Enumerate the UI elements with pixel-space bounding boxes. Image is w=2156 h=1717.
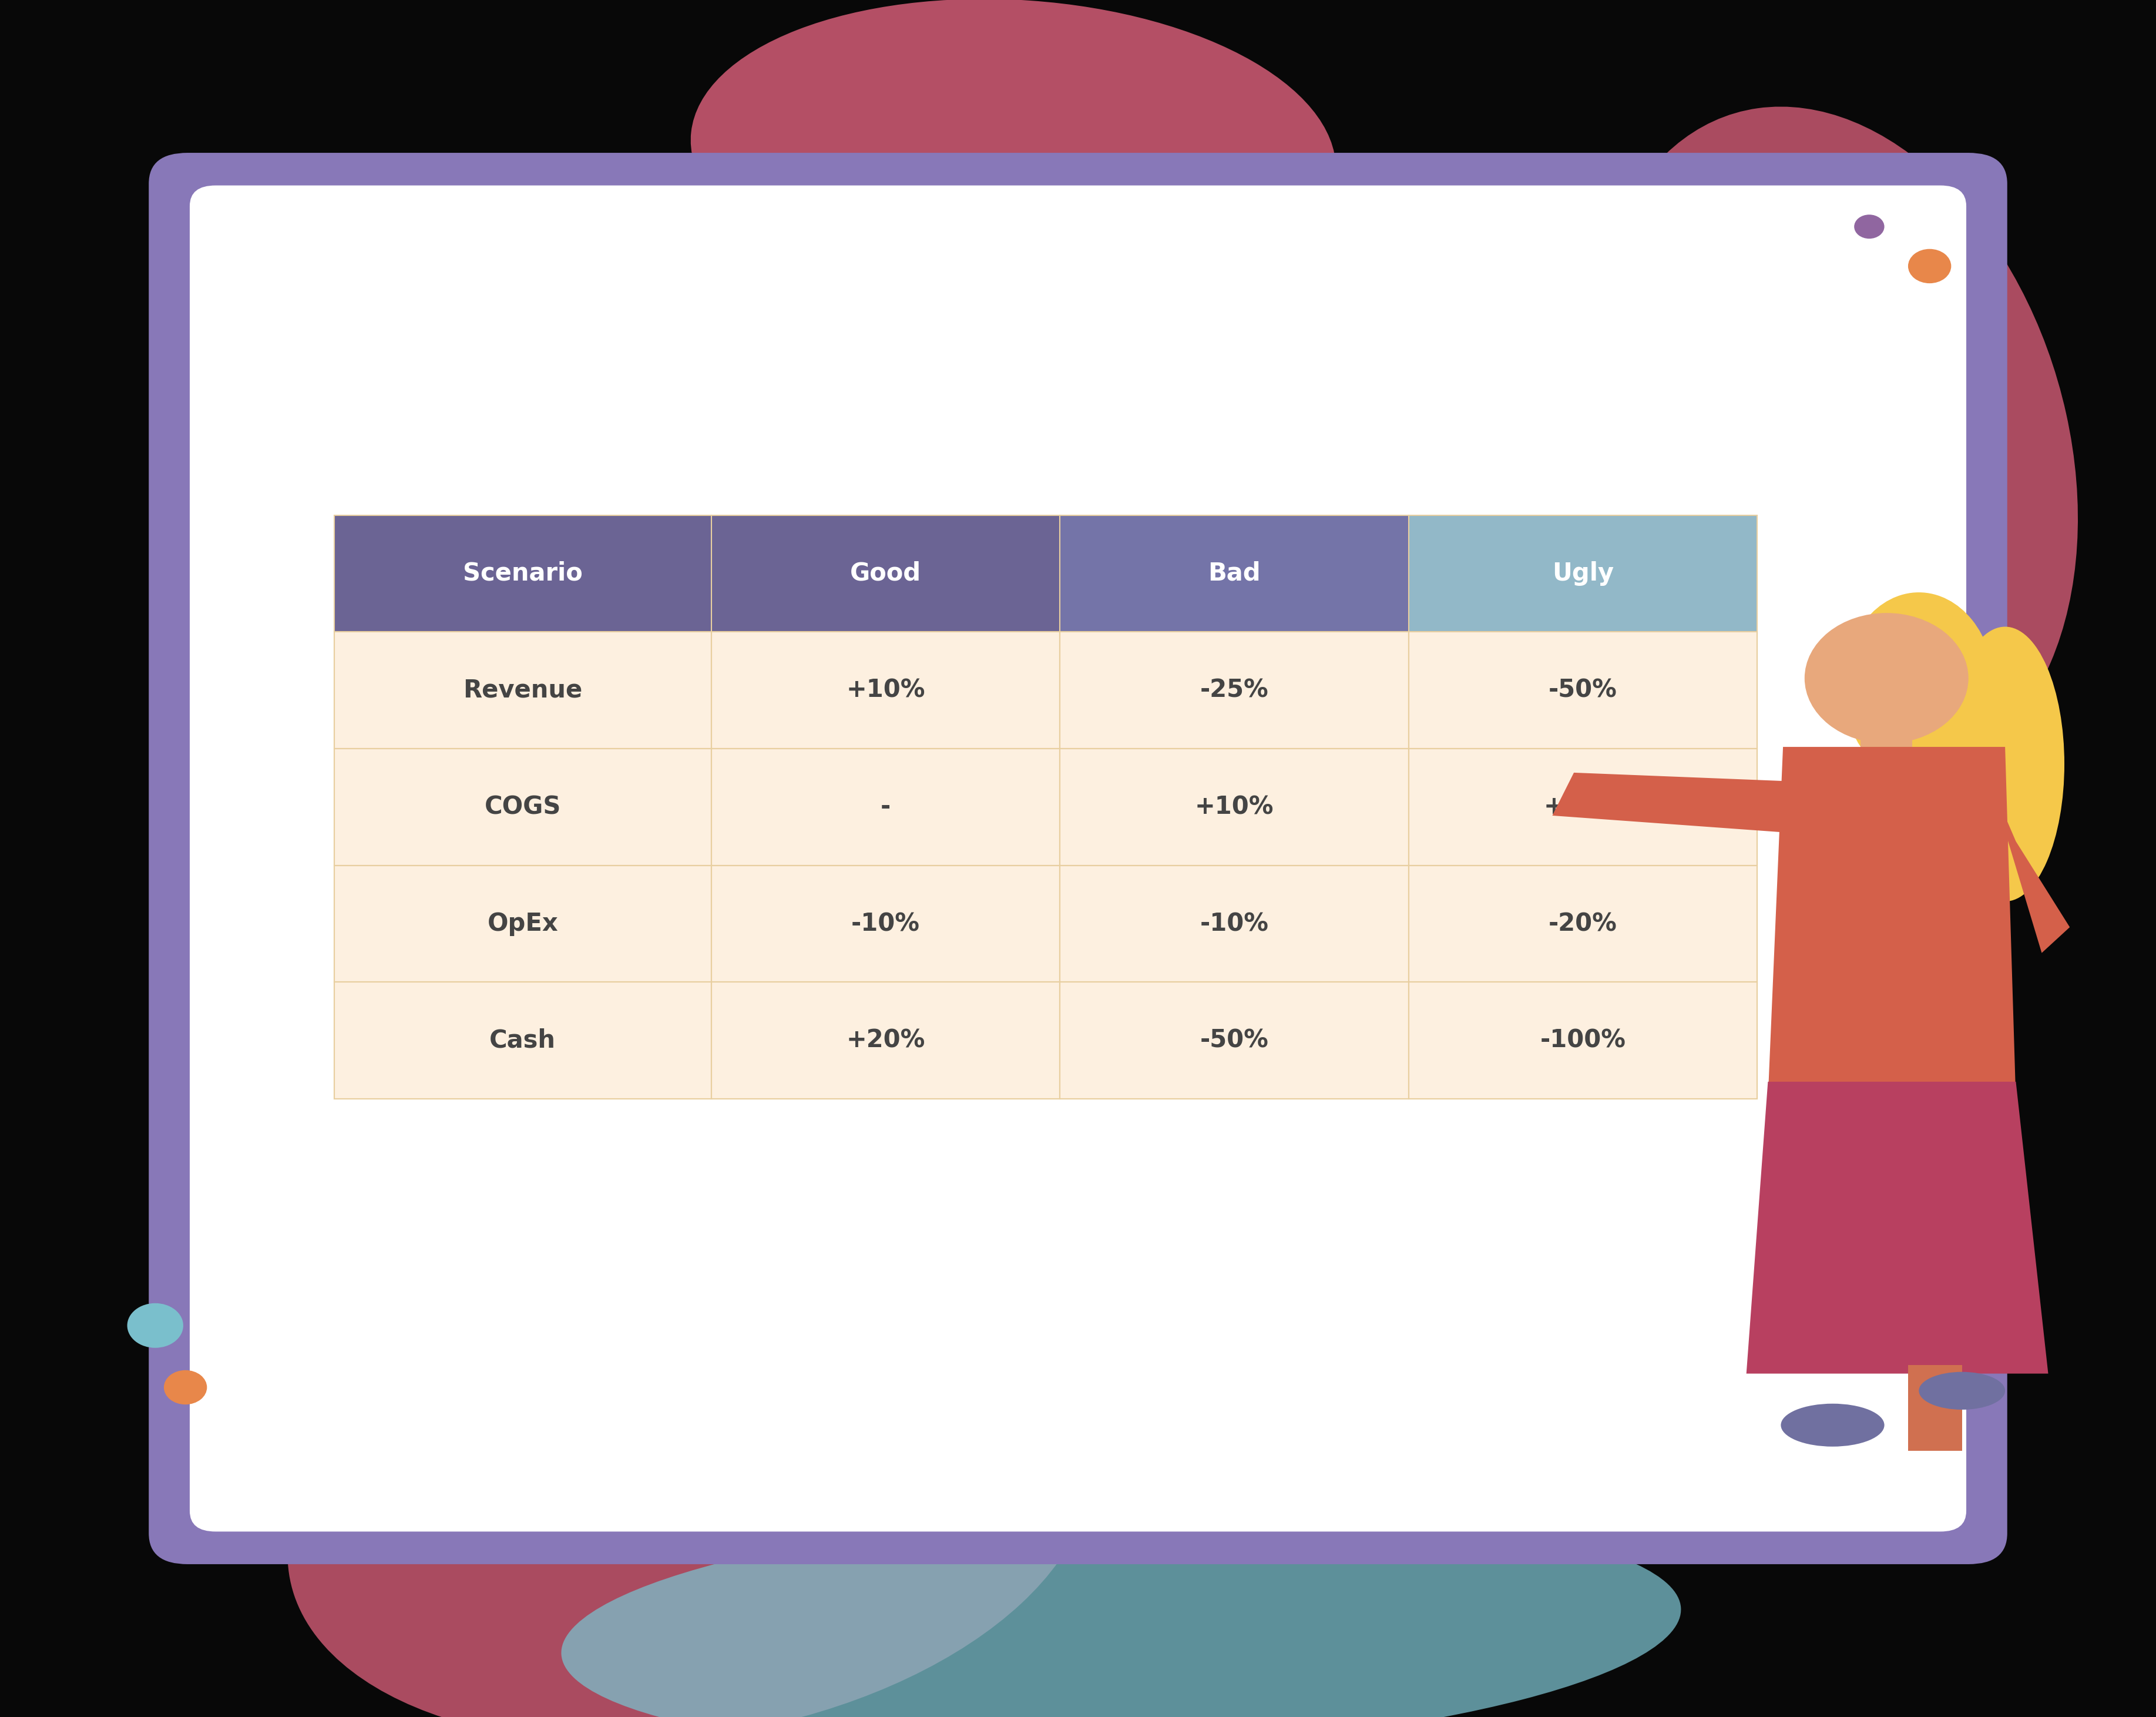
Bar: [334, 749, 711, 865]
Text: -50%: -50%: [1548, 678, 1617, 702]
Circle shape: [1854, 215, 1884, 239]
Text: COGS: COGS: [485, 795, 561, 819]
Text: -10%: -10%: [1201, 912, 1268, 936]
Text: -100%: -100%: [1539, 1028, 1626, 1053]
Text: -50%: -50%: [1201, 1028, 1268, 1053]
Bar: [1061, 515, 1408, 632]
Text: Ugly: Ugly: [1552, 561, 1613, 585]
Bar: [711, 749, 1061, 865]
Ellipse shape: [690, 0, 1337, 311]
Bar: [334, 865, 711, 982]
Polygon shape: [1746, 1082, 2048, 1374]
Text: Good: Good: [849, 561, 921, 585]
Text: Bad: Bad: [1207, 561, 1261, 585]
Text: Revenue: Revenue: [464, 678, 582, 702]
Text: Scenario: Scenario: [464, 561, 582, 585]
Bar: [1861, 678, 1912, 747]
Ellipse shape: [1843, 592, 1994, 781]
Bar: [1061, 632, 1408, 749]
Polygon shape: [1990, 781, 2070, 953]
Bar: [1408, 982, 1757, 1099]
Bar: [1061, 982, 1408, 1099]
Text: -20%: -20%: [1548, 912, 1617, 936]
Bar: [1061, 865, 1408, 982]
FancyBboxPatch shape: [190, 185, 1966, 1532]
Bar: [711, 982, 1061, 1099]
Text: +20%: +20%: [845, 1028, 925, 1053]
Ellipse shape: [1919, 1372, 2005, 1410]
Text: +10%: +10%: [1194, 795, 1274, 819]
Bar: [711, 865, 1061, 982]
Bar: [334, 515, 1757, 1099]
Bar: [1908, 1365, 1962, 1451]
Circle shape: [1908, 249, 1951, 283]
Text: +10%: +10%: [845, 678, 925, 702]
Text: -10%: -10%: [852, 912, 921, 936]
Circle shape: [164, 1370, 207, 1405]
Bar: [1408, 632, 1757, 749]
Bar: [1408, 749, 1757, 865]
Text: OpEx: OpEx: [487, 912, 558, 936]
Ellipse shape: [1947, 627, 2065, 901]
Bar: [711, 515, 1061, 632]
Text: -25%: -25%: [1201, 678, 1268, 702]
Text: +20%: +20%: [1544, 795, 1621, 819]
Ellipse shape: [287, 1279, 1093, 1717]
Circle shape: [1805, 613, 1968, 743]
Text: Cash: Cash: [489, 1028, 556, 1053]
Circle shape: [127, 1303, 183, 1348]
FancyBboxPatch shape: [149, 153, 2007, 1564]
Bar: [334, 632, 711, 749]
Polygon shape: [1552, 773, 1789, 833]
Bar: [1408, 865, 1757, 982]
Ellipse shape: [561, 1509, 1682, 1717]
Bar: [334, 515, 711, 632]
Ellipse shape: [1587, 106, 2078, 786]
Text: -: -: [880, 795, 890, 819]
Bar: [711, 632, 1061, 749]
Polygon shape: [1768, 747, 2016, 1099]
Bar: [334, 982, 711, 1099]
Bar: [1061, 749, 1408, 865]
Ellipse shape: [1781, 1405, 1884, 1446]
Bar: [1408, 515, 1757, 632]
